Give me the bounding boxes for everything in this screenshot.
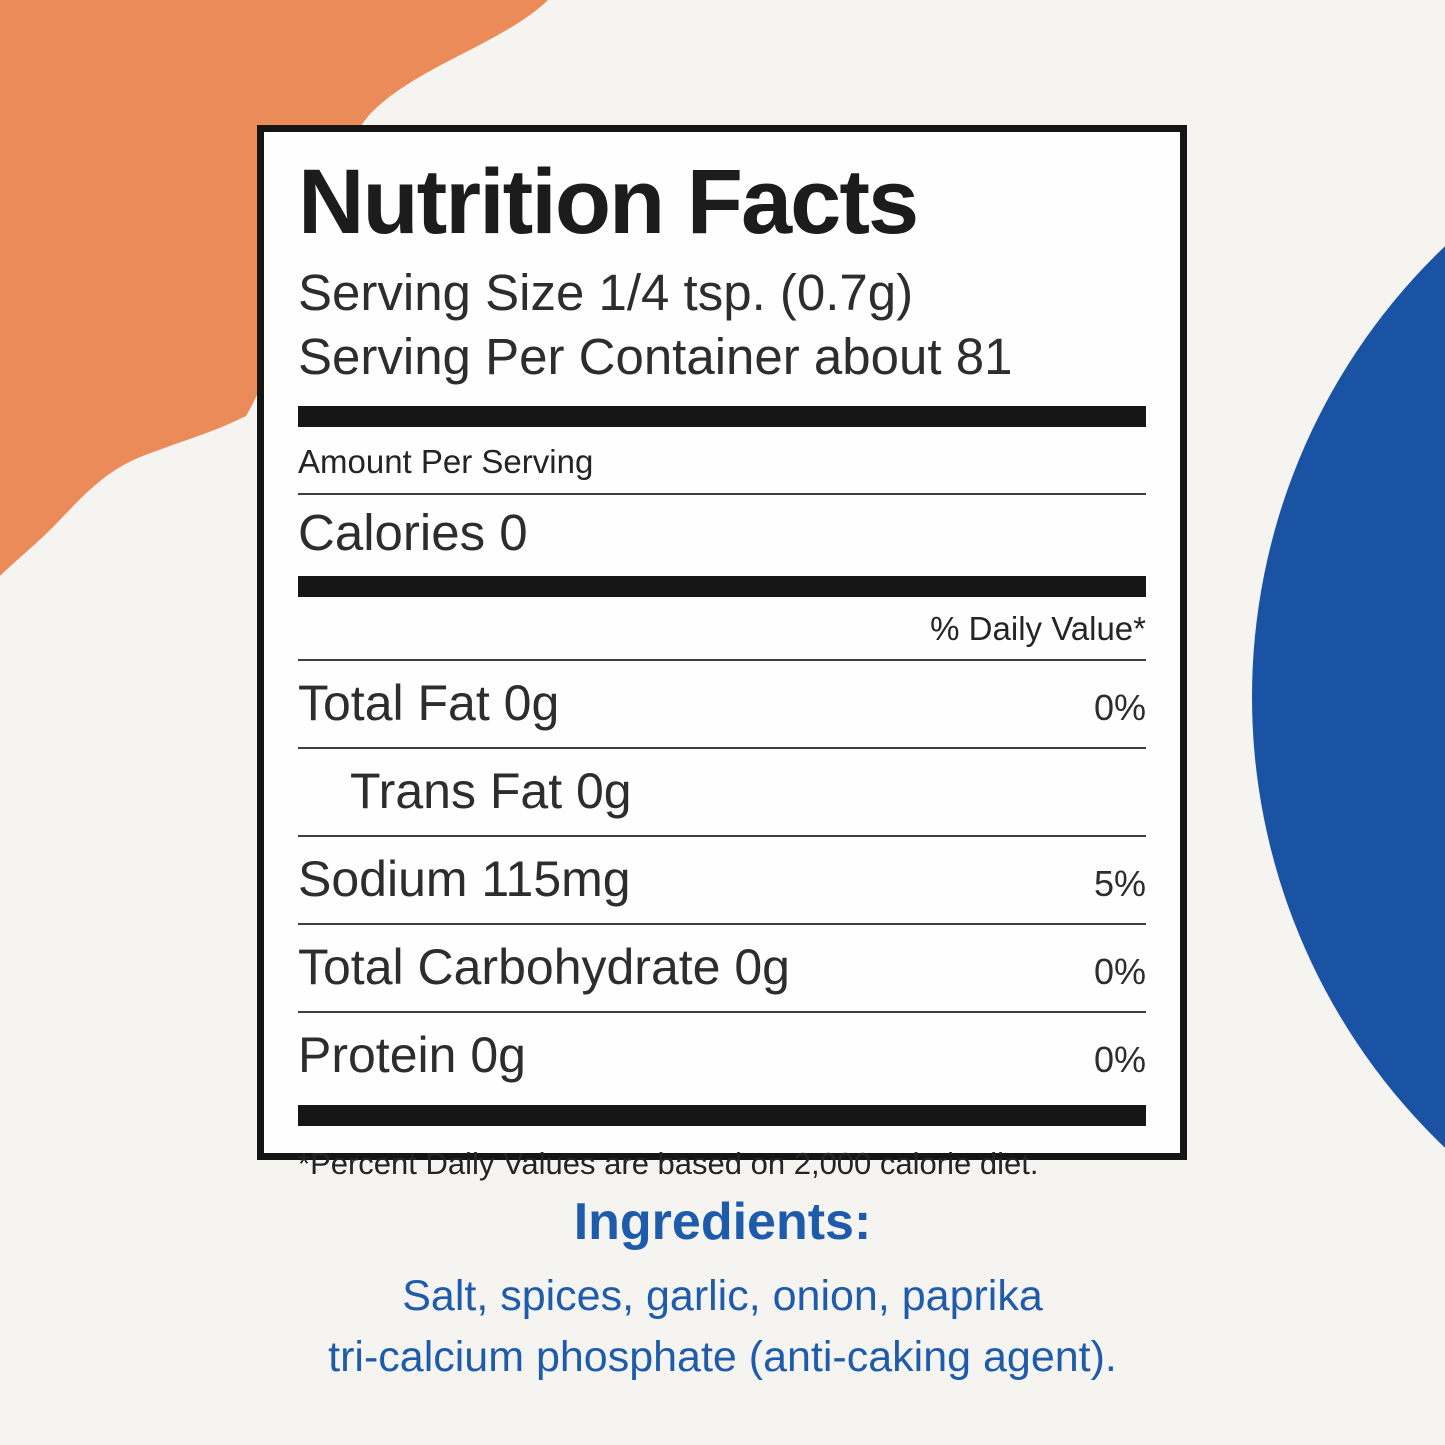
thin-divider <box>298 747 1146 750</box>
nutrient-daily-value: 0% <box>1093 1039 1146 1081</box>
thin-divider <box>298 923 1146 926</box>
nutrient-name: Trans Fat 0g <box>350 763 632 820</box>
amount-per-serving-label: Amount Per Serving <box>298 443 594 481</box>
thick-divider-bar <box>298 406 1146 428</box>
calories-line: Calories 0 <box>298 504 528 562</box>
thick-divider-bar <box>298 1105 1146 1127</box>
nutrient-name: Total Fat 0g <box>298 675 560 732</box>
thin-divider <box>298 1011 1146 1014</box>
thin-divider <box>298 835 1146 838</box>
daily-value-footnote: *Percent Daily Values are based on 2,000… <box>298 1146 1039 1182</box>
ingredients-heading: Ingredients: <box>573 1193 872 1251</box>
nutrient-row-trans-fat: Trans Fat 0g <box>298 749 1146 835</box>
nutrient-row-total-fat: Total Fat 0g 0% <box>298 661 1146 747</box>
thin-divider <box>298 659 1146 662</box>
nutrient-row-total-carbohydrate: Total Carbohydrate 0g 0% <box>298 925 1146 1011</box>
nutrient-row-sodium: Sodium 115mg 5% <box>298 837 1146 923</box>
nutrient-daily-value: 0% <box>1093 687 1146 729</box>
nutrient-row-protein: Protein 0g 0% <box>298 1013 1146 1099</box>
nutrient-name: Protein 0g <box>298 1027 526 1084</box>
servings-per-container-line: Serving Per Container about 81 <box>298 327 1013 385</box>
ingredients-section: Ingredients: Salt, spices, garlic, onion… <box>0 1192 1445 1388</box>
ingredients-line-2: tri-calcium phosphate (anti-caking agent… <box>328 1333 1117 1382</box>
blue-circle-decoration <box>1252 246 1445 1148</box>
nutrition-facts-label: Nutrition Facts Serving Size 1/4 tsp. (0… <box>257 125 1187 1181</box>
nutrient-daily-value: 5% <box>1093 863 1146 905</box>
nutrient-name: Sodium 115mg <box>298 851 631 908</box>
ingredients-line-1: Salt, spices, garlic, onion, paprika <box>402 1272 1043 1320</box>
nutrient-daily-value: 0% <box>1093 951 1146 993</box>
nutrient-name: Total Carbohydrate 0g <box>298 939 790 996</box>
thick-divider-bar <box>298 576 1146 598</box>
daily-value-header: % Daily Value* <box>930 610 1146 648</box>
thin-divider <box>298 493 1146 496</box>
label-title: Nutrition Facts <box>298 151 919 253</box>
serving-size-line: Serving Size 1/4 tsp. (0.7g) <box>298 263 914 321</box>
